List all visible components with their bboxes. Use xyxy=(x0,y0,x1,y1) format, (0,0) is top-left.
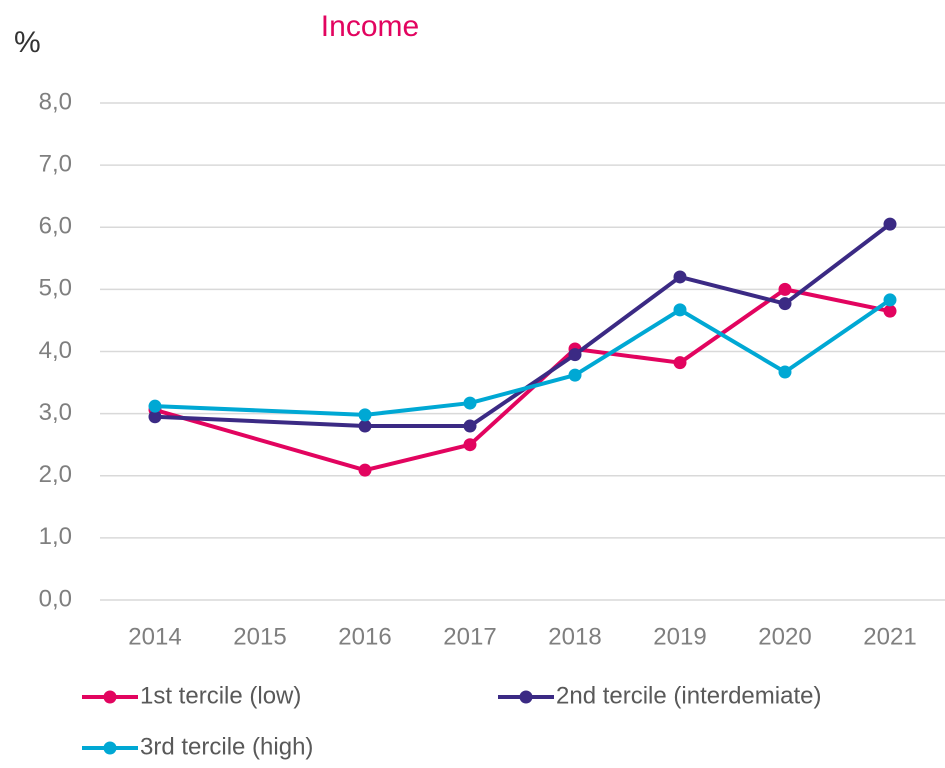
legend-label: 2nd tercile (interdemiate) xyxy=(556,682,821,709)
x-tick-label: 2015 xyxy=(233,623,286,650)
data-point xyxy=(778,282,792,296)
data-point xyxy=(358,463,372,477)
x-tick-label: 2017 xyxy=(443,623,496,650)
y-tick-label: 8,0 xyxy=(39,88,72,115)
legend-marker xyxy=(103,741,117,755)
y-axis-label: % xyxy=(14,26,41,59)
legend-marker xyxy=(519,690,533,704)
y-tick-label: 0,0 xyxy=(39,585,72,612)
legend-label: 3rd tercile (high) xyxy=(140,733,313,760)
data-point xyxy=(883,217,897,231)
data-point xyxy=(673,303,687,317)
y-tick-label: 2,0 xyxy=(39,461,72,488)
y-tick-label: 1,0 xyxy=(39,523,72,550)
y-tick-label: 6,0 xyxy=(39,213,72,240)
y-tick-label: 4,0 xyxy=(39,337,72,364)
y-tick-label: 5,0 xyxy=(39,275,72,302)
data-point xyxy=(463,438,477,452)
chart-title: Income xyxy=(321,10,419,43)
data-point xyxy=(778,365,792,379)
x-tick-label: 2018 xyxy=(548,623,601,650)
data-point xyxy=(568,368,582,382)
data-point xyxy=(148,399,162,413)
data-point xyxy=(673,270,687,284)
data-point xyxy=(148,410,162,424)
legend-label: 1st tercile (low) xyxy=(140,682,301,709)
y-tick-label: 7,0 xyxy=(39,150,72,177)
x-tick-label: 2019 xyxy=(653,623,706,650)
x-tick-label: 2016 xyxy=(338,623,391,650)
series-line xyxy=(154,287,891,473)
data-point xyxy=(778,297,792,311)
data-point xyxy=(358,408,372,422)
data-point xyxy=(673,356,687,370)
y-tick-label: 3,0 xyxy=(39,399,72,426)
x-tick-label: 2020 xyxy=(758,623,811,650)
data-point xyxy=(463,396,477,410)
data-point xyxy=(358,419,372,433)
data-point xyxy=(463,419,477,433)
x-tick-label: 2014 xyxy=(128,623,181,650)
x-tick-label: 2021 xyxy=(863,623,916,650)
data-point xyxy=(883,293,897,307)
data-point xyxy=(568,348,582,362)
legend-marker xyxy=(103,690,117,704)
data-point xyxy=(883,304,897,318)
